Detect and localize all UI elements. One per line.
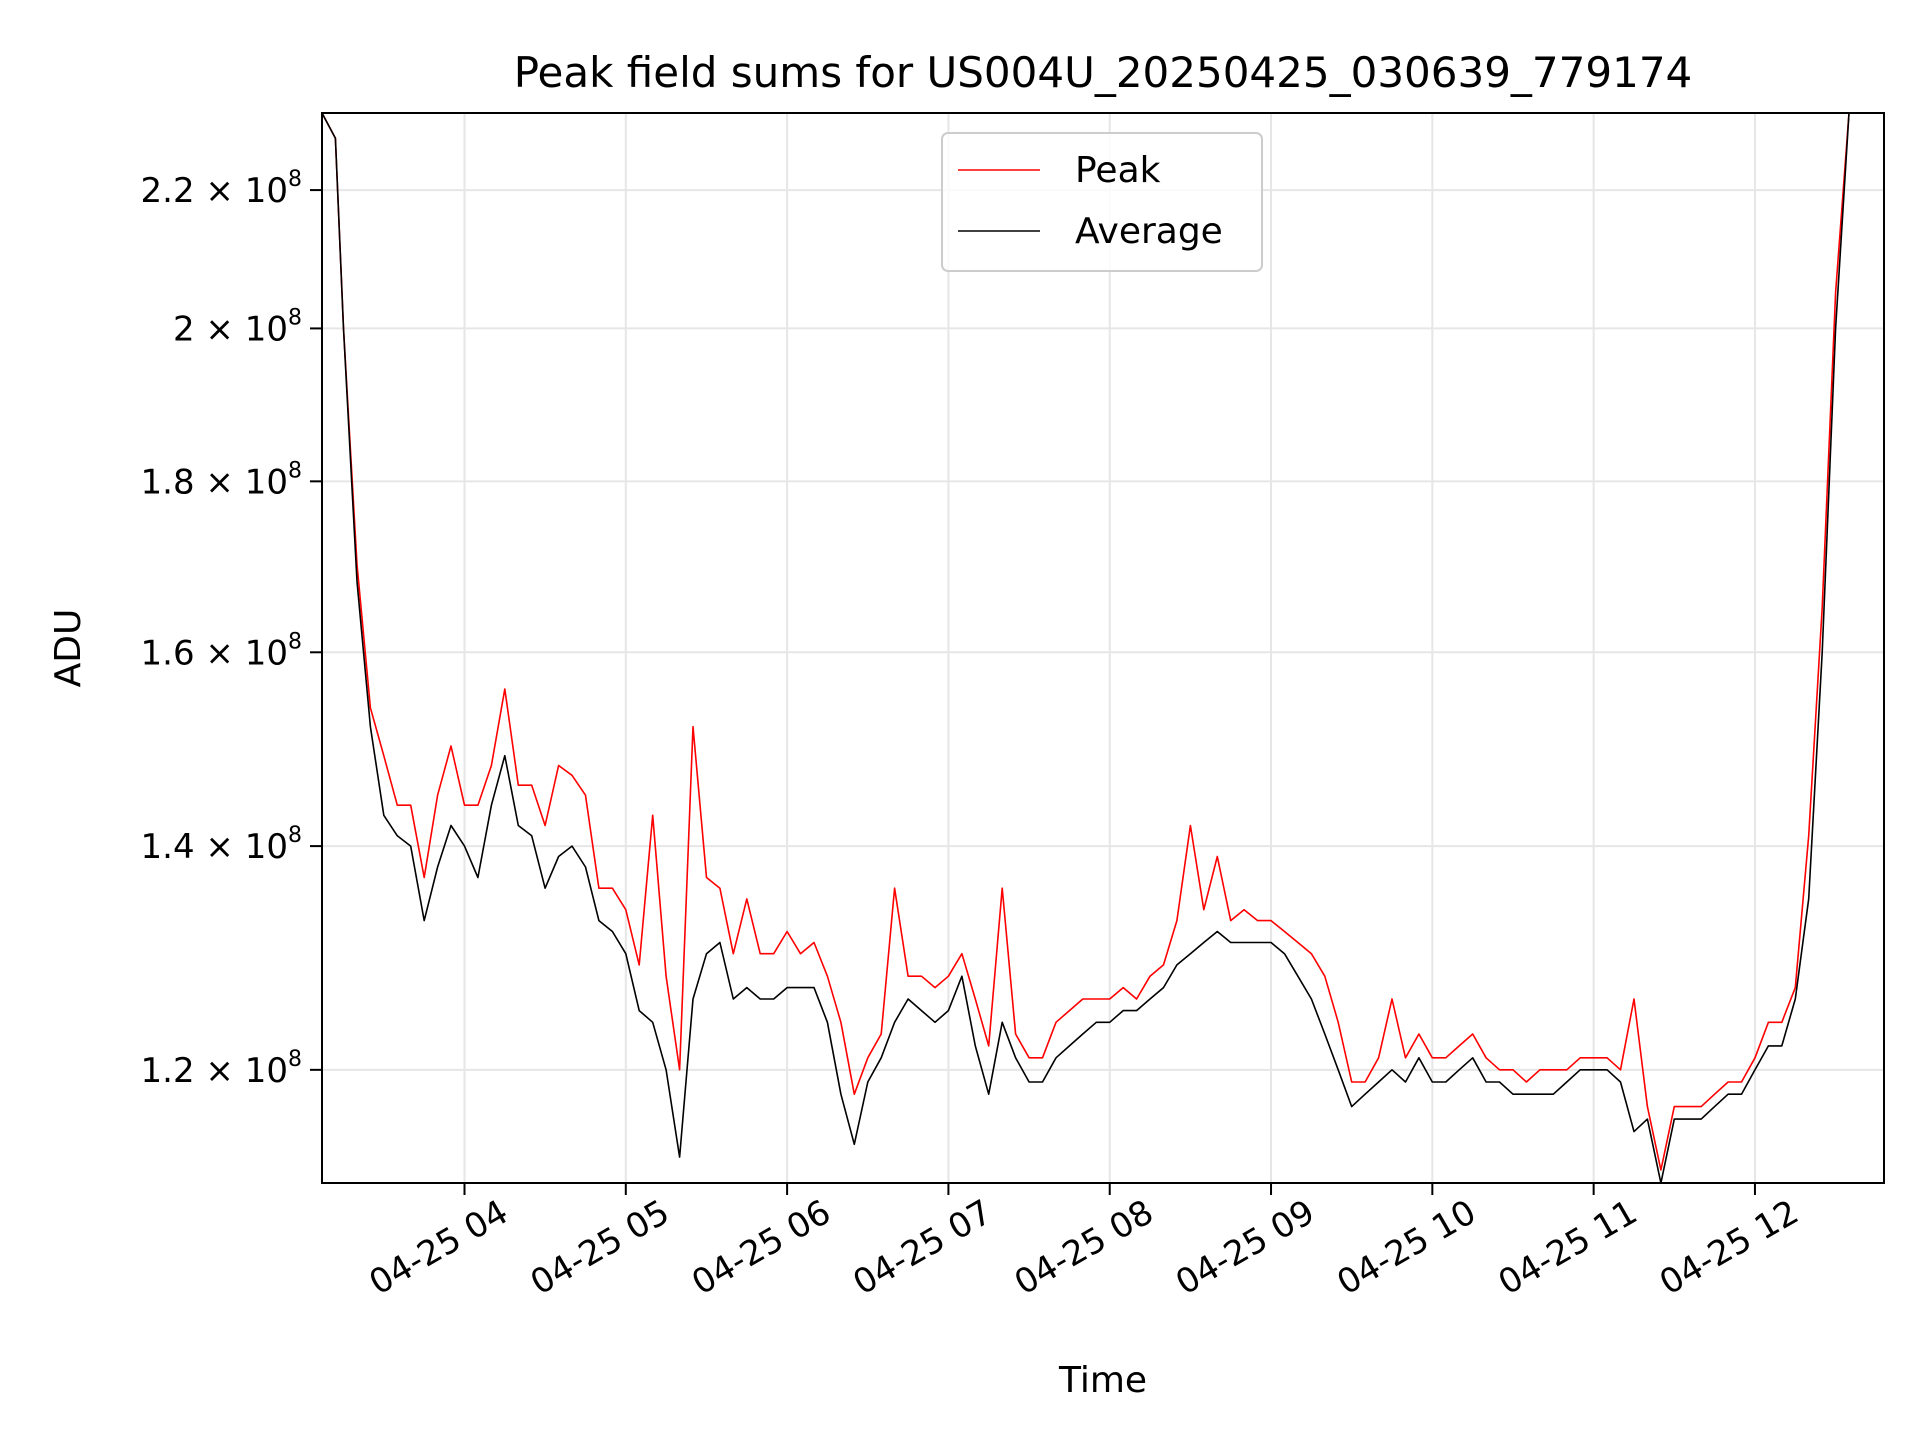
y-tick-exponent: 8	[288, 823, 302, 848]
y-tick-label: 1.8 × 108	[141, 458, 302, 502]
y-tick-exponent: 8	[288, 167, 302, 192]
y-tick-label: 2 × 108	[173, 305, 302, 349]
legend: Peak Average	[941, 132, 1263, 272]
series-peak-line	[322, 113, 1874, 1171]
y-tick-mantissa: 1.8	[141, 462, 195, 502]
chart-title: Peak field sums for US004U_20250425_0306…	[514, 48, 1693, 97]
y-tick-exponent: 8	[288, 629, 302, 654]
series-average-line	[322, 113, 1874, 1183]
y-tick-mantissa: 1.2	[141, 1051, 195, 1091]
y-tick-mantissa: 2.2	[141, 171, 195, 211]
y-tick-exponent: 8	[288, 1047, 302, 1072]
y-tick-label: 2.2 × 108	[141, 167, 302, 211]
plot-frame	[321, 112, 1885, 1184]
y-axis-label: ADU	[48, 609, 89, 688]
legend-average-label: Average	[1075, 211, 1223, 252]
y-tick-label: 1.6 × 108	[141, 629, 302, 673]
y-tick-exponent: 8	[288, 305, 302, 330]
y-tick-mantissa: 2	[173, 309, 195, 349]
y-tick-mantissa: 1.4	[141, 827, 195, 867]
x-axis-label: Time	[1058, 1360, 1147, 1401]
y-tick-label: 1.4 × 108	[141, 823, 302, 867]
y-tick-label: 1.2 × 108	[141, 1047, 302, 1091]
y-tick-exponent: 8	[288, 458, 302, 483]
legend-peak-label: Peak	[1075, 150, 1161, 191]
series-lines	[322, 113, 1874, 1183]
y-tick-mantissa: 1.6	[141, 633, 195, 673]
y-axis-ticks: 1.2 × 108 1.4 × 108 1.6 × 108 1.8 × 108 2 × …	[141, 167, 322, 1091]
legend-box	[941, 132, 1263, 272]
